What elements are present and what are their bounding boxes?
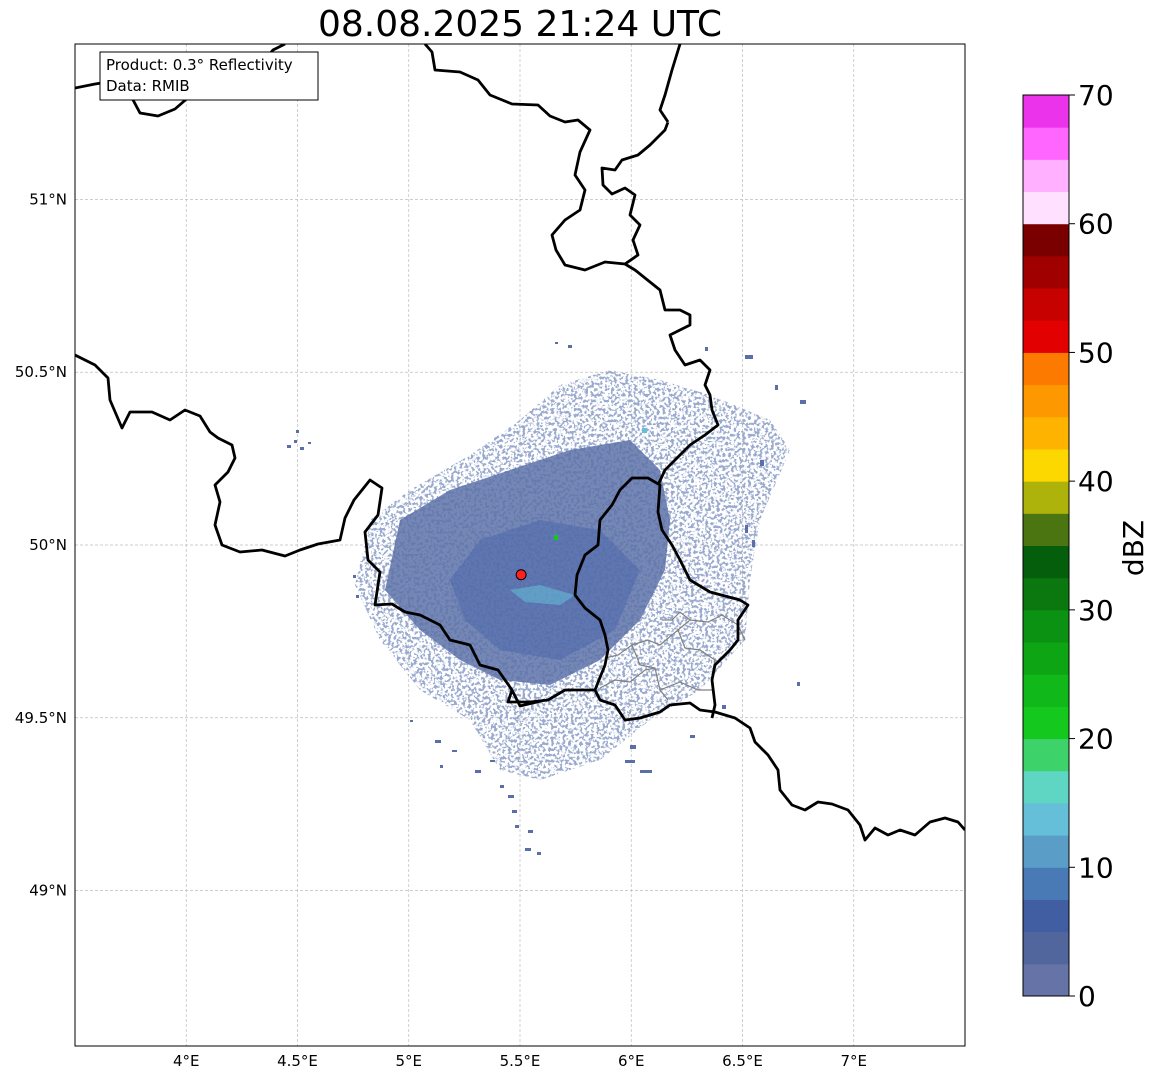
- colorbar-swatch: [1023, 191, 1069, 225]
- colorbar-swatch: [1023, 706, 1069, 740]
- colorbar-swatch: [1023, 899, 1069, 933]
- colorbar-tick-label: 0: [1078, 980, 1096, 1013]
- product-label: Product: 0.3° Reflectivity: [106, 56, 293, 74]
- lat-tick-label: 51°N: [29, 190, 67, 208]
- colorbar-swatch: [1023, 159, 1069, 193]
- colorbar-tick-label: 20: [1078, 723, 1114, 756]
- colorbar-tick-label: 40: [1078, 465, 1114, 498]
- regional-boundaries: [599, 611, 746, 701]
- lon-tick-label: 5°E: [395, 1052, 422, 1070]
- colorbar-swatch: [1023, 513, 1069, 546]
- map-title: 08.08.2025 21:24 UTC: [317, 4, 723, 45]
- radar-map[interactable]: Product: 0.3° Reflectivity Data: RMIB 4°…: [0, 0, 1000, 1081]
- colorbar-tick-label: 10: [1078, 851, 1114, 884]
- country-borders: [75, 44, 965, 842]
- colorbar-swatch: [1023, 642, 1069, 675]
- colorbar-swatch: [1023, 577, 1069, 611]
- colorbar-swatch: [1023, 352, 1069, 386]
- colorbar-swatch: [1023, 674, 1069, 707]
- lat-tick-label: 49°N: [29, 882, 67, 900]
- lon-tick-label: 4.5°E: [277, 1052, 318, 1070]
- map-frame: [74, 43, 966, 1047]
- colorbar-swatch: [1023, 95, 1069, 128]
- colorbar-swatch: [1023, 384, 1069, 418]
- lon-tick-label: 4°E: [173, 1052, 200, 1070]
- lon-tick-label: 6°E: [618, 1052, 645, 1070]
- colorbar-swatch: [1023, 931, 1069, 965]
- colorbar-swatch: [1023, 867, 1069, 900]
- lon-tick-label: 6.5°E: [722, 1052, 763, 1070]
- colorbar-swatch: [1023, 320, 1069, 353]
- radar-echo-green: [554, 535, 558, 540]
- colorbar-swatch: [1023, 127, 1069, 160]
- colorbar-swatch: [1023, 609, 1069, 643]
- colorbar-swatch: [1023, 835, 1069, 868]
- longitude-ticks: 4°E 4.5°E 5°E 5.5°E 6°E 6.5°E 7°E: [173, 1052, 867, 1070]
- colorbar-swatch: [1023, 448, 1069, 482]
- lat-tick-label: 50°N: [29, 536, 67, 554]
- colorbar-swatch: [1023, 738, 1069, 772]
- lon-tick-label: 7°E: [840, 1052, 867, 1070]
- info-box: Product: 0.3° Reflectivity Data: RMIB: [99, 51, 319, 101]
- colorbar-tick-label: 70: [1078, 79, 1114, 112]
- colorbar-swatch: [1023, 481, 1069, 514]
- colorbar-ticks: 0 10 20 30 40 50 60 70: [1069, 79, 1114, 1013]
- colorbar-frame: [1022, 94, 1070, 997]
- colorbar-swatches: [1023, 95, 1069, 997]
- colorbar-swatch: [1023, 545, 1069, 579]
- colorbar-swatch: [1023, 288, 1069, 321]
- colorbar-tick-label: 50: [1078, 336, 1114, 369]
- colorbar-label: dBZ: [1117, 520, 1150, 576]
- colorbar-tick-label: 60: [1078, 208, 1114, 241]
- colorbar-swatch: [1023, 770, 1069, 804]
- lon-tick-label: 5.5°E: [500, 1052, 541, 1070]
- colorbar-swatch: [1023, 416, 1069, 450]
- colorbar-swatch: [1023, 802, 1069, 836]
- colorbar-swatch: [1023, 255, 1069, 289]
- colorbar-tick-label: 30: [1078, 594, 1114, 627]
- lat-tick-label: 49.5°N: [15, 709, 67, 727]
- radar-echo-light: [510, 585, 575, 605]
- colorbar-swatch: [1023, 223, 1069, 257]
- radar-echo-scatter: [287, 342, 806, 855]
- lat-tick-label: 50.5°N: [15, 363, 67, 381]
- latitude-ticks: 49°N 49.5°N 50°N 50.5°N 51°N: [15, 190, 67, 899]
- radar-echo-cyan: [642, 428, 647, 433]
- radar-site-marker[interactable]: [515, 569, 527, 581]
- colorbar-swatch: [1023, 963, 1069, 997]
- data-source-label: Data: RMIB: [106, 77, 190, 95]
